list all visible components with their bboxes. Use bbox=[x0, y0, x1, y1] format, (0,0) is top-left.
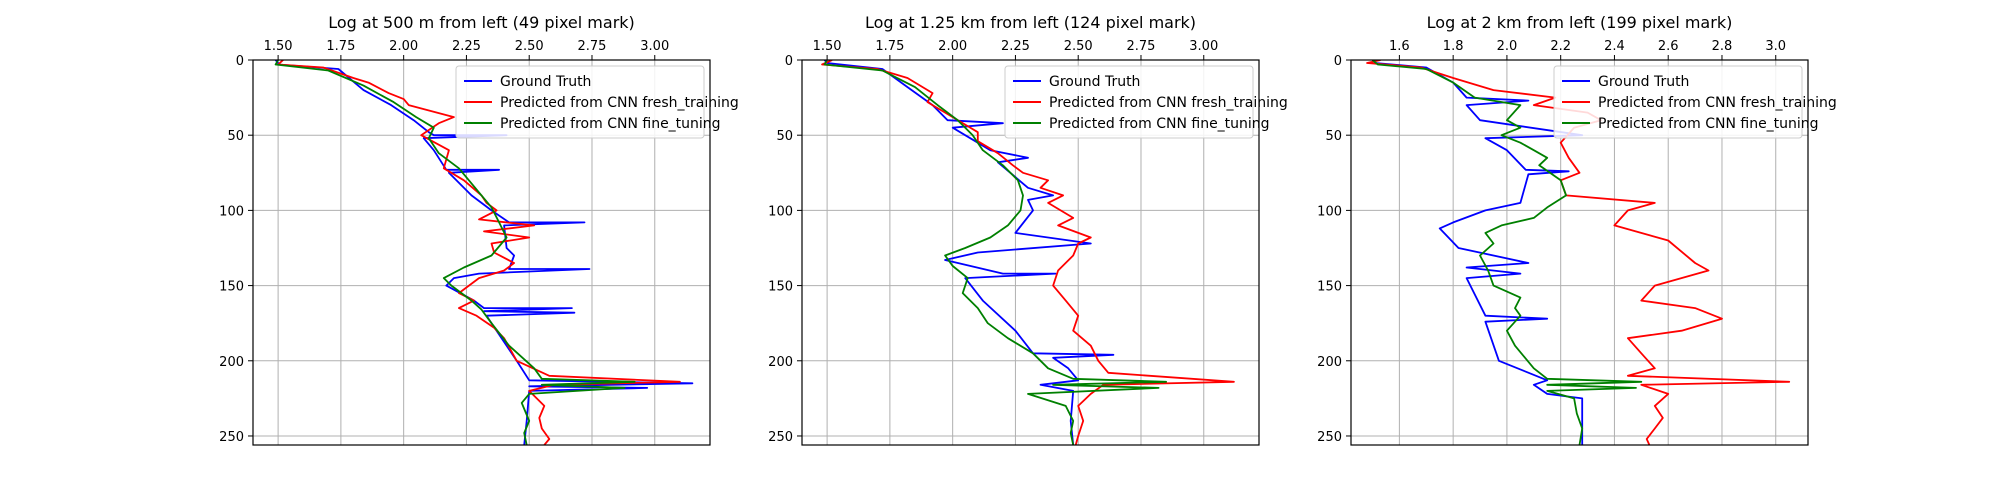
y-tick-label: 200 bbox=[1317, 355, 1342, 370]
chart-panel-3: 1.6 1.8 2.0 2.2 2.4 2.6 2.8 3.0 0 50 100 150 200 250 L… bbox=[1317, 13, 1837, 446]
plot-frame bbox=[801, 59, 1260, 446]
series-line-2 bbox=[1366, 60, 1791, 445]
y-tick-label: 250 bbox=[768, 430, 793, 445]
y-tick-label: 50 bbox=[1325, 129, 1342, 144]
x-tick-label: 2.00 bbox=[938, 39, 967, 54]
y-tick-label: 0 bbox=[1334, 54, 1342, 69]
x-tick-label: 2.50 bbox=[1064, 39, 1093, 54]
series-group bbox=[274, 60, 694, 445]
legend-label: Predicted from CNN fresh_training bbox=[500, 95, 739, 111]
legend-frame bbox=[1004, 65, 1254, 139]
x-tick-label: 1.50 bbox=[264, 39, 293, 54]
series-line-2 bbox=[821, 60, 1235, 445]
legend: Ground Truth Predicted from CNN fresh_tra… bbox=[1553, 65, 1837, 139]
chart-panel-2: 1.50 1.75 2.00 2.25 2.50 2.75 3.00 0 50 100 150 200… bbox=[768, 13, 1288, 446]
x-tick-label: 3.00 bbox=[1189, 39, 1218, 54]
x-tick-label: 2.2 bbox=[1550, 39, 1571, 54]
x-tick-label: 2.25 bbox=[452, 39, 481, 54]
series-line-3 bbox=[1371, 60, 1643, 445]
series-group bbox=[1366, 60, 1791, 445]
y-tick-label: 150 bbox=[219, 280, 244, 295]
y-tick-label: 100 bbox=[1317, 204, 1342, 219]
x-tick-label: 2.75 bbox=[1127, 39, 1156, 54]
series-line-3 bbox=[274, 60, 636, 445]
plot-frame bbox=[1350, 59, 1809, 446]
y-tick-label: 200 bbox=[219, 355, 244, 370]
legend-frame bbox=[455, 65, 705, 139]
x-tick-label: 2.50 bbox=[515, 39, 544, 54]
plot-frame bbox=[252, 59, 711, 446]
y-tick-label: 250 bbox=[1317, 430, 1342, 445]
series-line-1 bbox=[274, 60, 694, 445]
x-tick-label: 2.0 bbox=[1497, 39, 1518, 54]
x-tick-label: 2.75 bbox=[578, 39, 607, 54]
legend-label: Predicted from CNN fine_tuning bbox=[1598, 116, 1819, 132]
x-tick-label: 1.75 bbox=[326, 39, 355, 54]
series-line-3 bbox=[823, 60, 1167, 445]
x-tick-label: 3.0 bbox=[1765, 39, 1786, 54]
chart-panel-1: 1.50 1.75 2.00 2.25 2.50 2.75 3.00 0 50 100 150 200… bbox=[219, 13, 739, 446]
y-tick-label: 200 bbox=[768, 355, 793, 370]
x-tick-label: 2.4 bbox=[1604, 39, 1625, 54]
y-tick-label: 100 bbox=[768, 204, 793, 219]
x-tick-label: 2.8 bbox=[1712, 39, 1733, 54]
y-tick-label: 150 bbox=[1317, 280, 1342, 295]
legend: Ground Truth Predicted from CNN fresh_tra… bbox=[1004, 65, 1288, 139]
x-tick-label: 1.6 bbox=[1389, 39, 1410, 54]
legend-label: Predicted from CNN fresh_training bbox=[1049, 95, 1288, 111]
x-tick-label: 1.75 bbox=[875, 39, 904, 54]
x-tick-label: 2.6 bbox=[1658, 39, 1679, 54]
chart-title: Log at 1.25 km from left (124 pixel mark… bbox=[865, 13, 1196, 32]
series-line-2 bbox=[277, 60, 681, 445]
series-group bbox=[821, 60, 1235, 445]
legend-label: Predicted from CNN fine_tuning bbox=[1049, 116, 1270, 132]
series-line-1 bbox=[1371, 60, 1584, 445]
y-tick-label: 0 bbox=[236, 54, 244, 69]
y-tick-label: 250 bbox=[219, 430, 244, 445]
legend-label: Ground Truth bbox=[1049, 74, 1140, 90]
legend-label: Ground Truth bbox=[500, 74, 591, 90]
legend-label: Ground Truth bbox=[1598, 74, 1689, 90]
x-tick-label: 3.00 bbox=[640, 39, 669, 54]
y-tick-label: 0 bbox=[785, 54, 793, 69]
chart-title: Log at 2 km from left (199 pixel mark) bbox=[1427, 13, 1733, 32]
legend-frame bbox=[1553, 65, 1803, 139]
legend-label: Predicted from CNN fresh_training bbox=[1598, 95, 1837, 111]
y-tick-label: 150 bbox=[768, 280, 793, 295]
x-tick-label: 1.50 bbox=[813, 39, 842, 54]
legend: Ground Truth Predicted from CNN fresh_tra… bbox=[455, 65, 739, 139]
chart-title: Log at 500 m from left (49 pixel mark) bbox=[328, 13, 635, 32]
y-tick-label: 50 bbox=[776, 129, 793, 144]
legend-label: Predicted from CNN fine_tuning bbox=[500, 116, 721, 132]
x-tick-label: 2.25 bbox=[1001, 39, 1030, 54]
x-tick-label: 1.8 bbox=[1443, 39, 1464, 54]
y-tick-label: 100 bbox=[219, 204, 244, 219]
y-tick-label: 50 bbox=[227, 129, 244, 144]
x-tick-label: 2.00 bbox=[389, 39, 418, 54]
series-line-1 bbox=[823, 60, 1115, 445]
